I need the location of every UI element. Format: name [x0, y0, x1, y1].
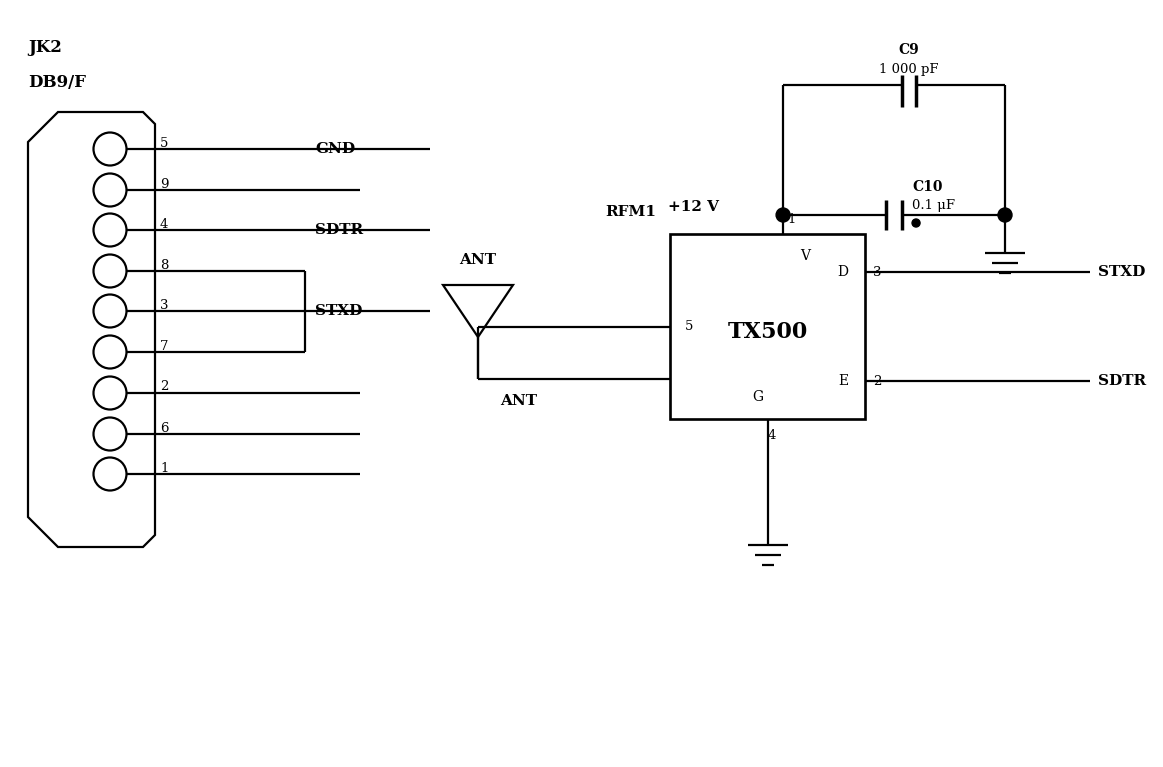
Text: 2: 2: [160, 380, 169, 393]
Text: TX500: TX500: [727, 321, 807, 343]
Text: JK2: JK2: [28, 38, 62, 55]
Text: 7: 7: [160, 340, 169, 353]
Text: 0.1 μF: 0.1 μF: [912, 199, 955, 212]
Text: STXD: STXD: [315, 304, 363, 318]
Text: 3: 3: [873, 265, 882, 278]
Circle shape: [998, 208, 1012, 222]
Text: DB9/F: DB9/F: [28, 74, 86, 91]
Text: 4: 4: [768, 429, 776, 442]
Text: 1: 1: [160, 462, 169, 475]
Text: G: G: [752, 390, 763, 404]
Text: C9: C9: [899, 43, 920, 57]
Text: 2: 2: [873, 374, 882, 387]
Text: SDTR: SDTR: [315, 223, 363, 237]
Text: C10: C10: [912, 180, 942, 194]
Text: RFM1: RFM1: [605, 205, 656, 219]
Text: 9: 9: [160, 177, 169, 190]
PathPatch shape: [28, 112, 155, 547]
Bar: [670, 234, 865, 419]
Text: D: D: [837, 265, 849, 279]
Text: GND: GND: [315, 142, 355, 156]
Circle shape: [912, 219, 920, 227]
Text: 5: 5: [160, 137, 169, 150]
Text: SDTR: SDTR: [1098, 374, 1146, 388]
Text: +12 V: +12 V: [668, 200, 719, 214]
Text: 8: 8: [160, 258, 169, 272]
Text: 3: 3: [160, 298, 169, 311]
Circle shape: [776, 208, 790, 222]
Text: 5: 5: [685, 320, 693, 333]
Text: V: V: [800, 249, 809, 263]
Text: 1 000 pF: 1 000 pF: [879, 64, 939, 77]
Text: STXD: STXD: [1098, 265, 1146, 279]
Text: 4: 4: [160, 218, 169, 231]
Text: ANT: ANT: [500, 394, 537, 408]
Text: 1: 1: [787, 213, 795, 226]
Text: 6: 6: [160, 422, 169, 434]
Text: E: E: [837, 374, 848, 388]
Text: ANT: ANT: [459, 253, 497, 267]
